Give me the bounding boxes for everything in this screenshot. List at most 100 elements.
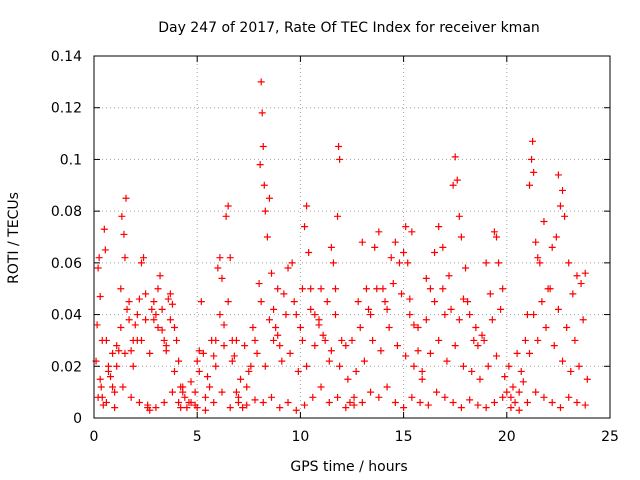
data-point <box>97 383 105 391</box>
data-point <box>290 298 298 306</box>
data-point <box>118 212 126 220</box>
axis-ticks: 0 5 10 15 20 25 0 0.02 0.04 0.06 0.08 0.1 0.12 0.14 <box>51 49 619 445</box>
data-point <box>389 280 397 288</box>
data-point <box>381 298 389 306</box>
data-point <box>245 367 253 375</box>
data-point <box>418 375 426 383</box>
data-point <box>530 168 538 176</box>
data-point <box>523 398 531 406</box>
data-point <box>175 357 183 365</box>
data-point <box>276 342 284 350</box>
data-point <box>569 290 577 298</box>
data-point <box>441 393 449 401</box>
data-point <box>121 254 129 262</box>
data-point <box>115 347 123 355</box>
data-point <box>131 321 139 329</box>
data-point <box>111 388 119 396</box>
data-point <box>327 347 335 355</box>
data-point <box>416 398 424 406</box>
data-point <box>542 324 550 331</box>
data-point <box>303 202 311 210</box>
data-point <box>111 404 119 412</box>
data-point <box>303 362 311 370</box>
data-point <box>464 298 472 306</box>
data-point <box>93 321 101 329</box>
data-point <box>373 285 381 293</box>
data-point <box>298 285 306 293</box>
data-point <box>529 137 537 145</box>
data-point <box>414 324 422 331</box>
data-point <box>232 336 240 344</box>
data-point <box>435 223 443 231</box>
data-point <box>284 264 292 272</box>
data-point <box>575 362 583 370</box>
data-point <box>492 352 500 360</box>
data-point <box>142 316 150 324</box>
data-point <box>433 388 441 396</box>
data-point <box>538 298 546 306</box>
data-point <box>144 401 152 409</box>
data-point <box>152 404 160 412</box>
data-point <box>100 225 108 233</box>
data-point <box>146 406 154 414</box>
data-point <box>255 280 263 288</box>
data-point <box>160 336 168 344</box>
data-point <box>402 352 410 360</box>
data-point <box>113 342 121 350</box>
data-point <box>325 398 333 406</box>
data-point <box>393 342 401 350</box>
data-point <box>94 264 102 272</box>
data-point <box>257 298 265 306</box>
data-point <box>307 285 315 293</box>
data-point <box>274 331 282 339</box>
data-point <box>503 388 511 396</box>
data-point <box>391 238 399 246</box>
data-point <box>517 367 525 375</box>
data-point <box>414 347 422 355</box>
data-point <box>253 349 261 357</box>
data-point <box>239 404 247 412</box>
data-point <box>175 398 183 406</box>
data-point <box>224 202 232 210</box>
data-point <box>534 254 542 262</box>
data-point <box>193 404 201 412</box>
data-point <box>511 398 519 406</box>
data-point <box>140 254 148 262</box>
data-point <box>256 161 264 169</box>
data-point <box>201 393 209 401</box>
data-point <box>408 228 416 236</box>
data-point <box>117 324 125 331</box>
data-point <box>243 401 251 409</box>
data-point <box>426 285 434 293</box>
data-point <box>563 324 571 331</box>
data-point <box>243 383 251 391</box>
data-point <box>260 181 268 189</box>
data-point <box>439 243 447 251</box>
data-point <box>546 285 554 293</box>
data-point <box>408 393 416 401</box>
data-point <box>379 285 387 293</box>
data-point <box>96 375 104 383</box>
data-point <box>482 404 490 412</box>
data-point <box>125 298 133 306</box>
data-point <box>445 272 453 280</box>
data-point <box>261 207 269 215</box>
data-point <box>177 404 185 412</box>
data-point <box>259 398 267 406</box>
data-point <box>400 249 408 257</box>
data-point <box>507 404 515 412</box>
data-point <box>133 311 141 319</box>
data-point <box>204 373 212 381</box>
data-point <box>336 362 344 370</box>
data-point <box>265 316 273 324</box>
data-point <box>360 357 368 365</box>
y-tick-label: 0.06 <box>51 256 82 272</box>
data-point <box>237 375 245 383</box>
data-point <box>197 298 205 306</box>
y-tick-label: 0.14 <box>51 49 82 65</box>
data-point <box>486 290 494 298</box>
y-tick-label: 0.04 <box>51 308 82 324</box>
data-point <box>101 246 109 254</box>
data-point <box>315 316 323 324</box>
data-point <box>187 378 195 386</box>
